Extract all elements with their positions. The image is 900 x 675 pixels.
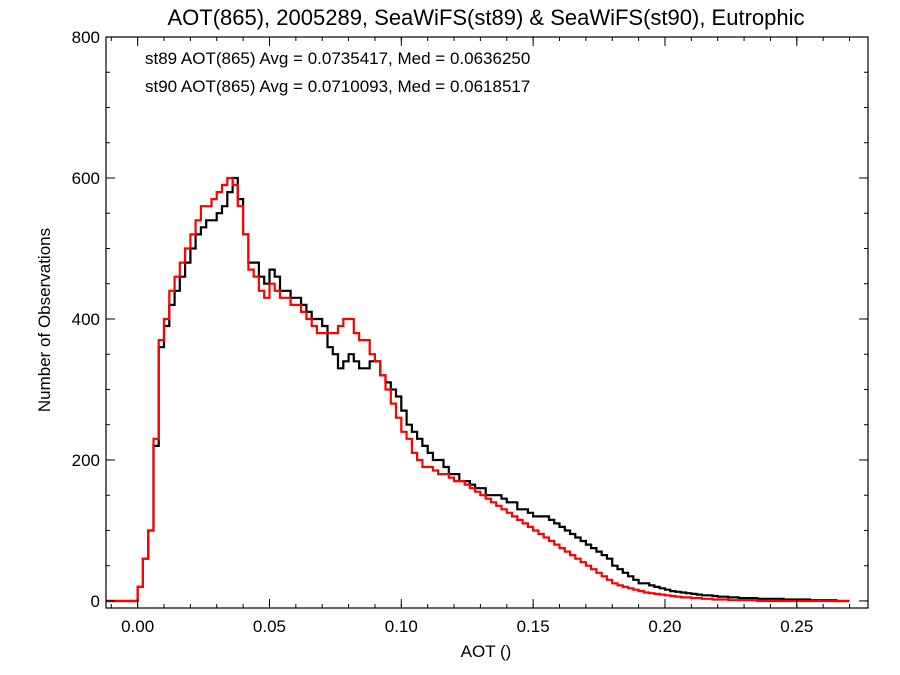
y-tick-label: 600: [72, 169, 100, 188]
chart-title: AOT(865), 2005289, SeaWiFS(st89) & SeaWi…: [167, 5, 804, 30]
plot-frame: [105, 36, 869, 609]
st90-stats-annotation: st90 AOT(865) Avg = 0.0710093, Med = 0.0…: [145, 77, 530, 96]
x-axis-label: AOT (): [461, 642, 512, 661]
y-tick-label: 0: [91, 592, 100, 611]
x-tick-label: 0.25: [780, 617, 813, 636]
x-tick-label: 0.15: [517, 617, 550, 636]
x-tick-label: 0.00: [121, 617, 154, 636]
x-tick-label: 0.05: [253, 617, 286, 636]
st89-stats-annotation: st89 AOT(865) Avg = 0.0735417, Med = 0.0…: [145, 49, 530, 68]
y-tick-label: 200: [72, 451, 100, 470]
series-st90-line: [106, 176, 850, 603]
y-tick-label: 800: [72, 28, 100, 47]
y-tick-label: 400: [72, 310, 100, 329]
x-tick-label: 0.10: [385, 617, 418, 636]
plot-area: 0.00 0.05 0.10 0.15 0.20 0.25 0 200 400 600 800: [72, 28, 869, 636]
series-st89-line: [106, 176, 850, 603]
y-axis-label: Number of Observations: [35, 228, 54, 412]
x-tick-label: 0.20: [648, 617, 681, 636]
